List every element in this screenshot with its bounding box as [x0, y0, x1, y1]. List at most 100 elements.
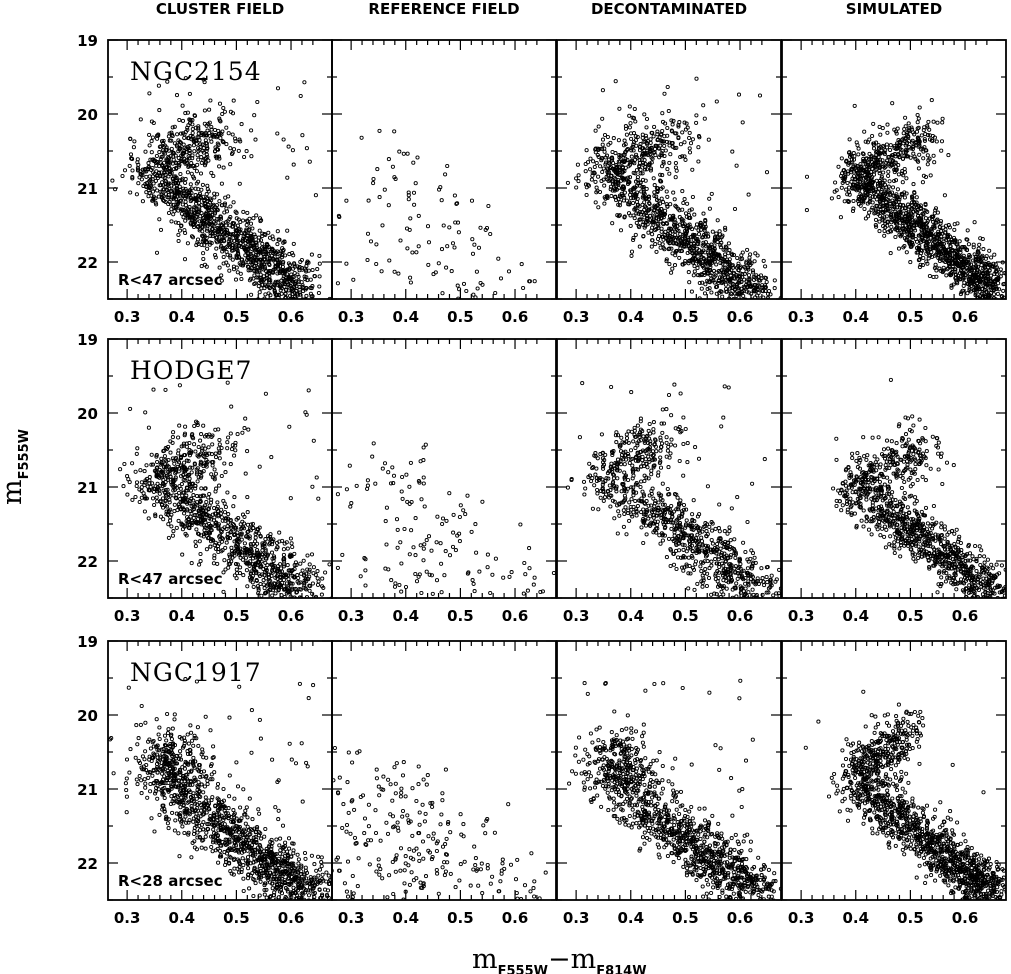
- data-point: [192, 149, 197, 154]
- data-point: [182, 145, 187, 150]
- data-point: [246, 529, 251, 534]
- data-point: [387, 258, 392, 263]
- data-point: [939, 244, 944, 249]
- data-point: [747, 258, 752, 263]
- data-point: [967, 287, 972, 293]
- data-point: [902, 195, 907, 200]
- data-point: [158, 227, 164, 232]
- data-point: [744, 261, 749, 266]
- data-point: [405, 246, 410, 251]
- data-point: [285, 563, 290, 568]
- data-point: [610, 179, 615, 184]
- data-point: [171, 202, 176, 207]
- data-point: [252, 232, 257, 237]
- data-point: [204, 141, 209, 146]
- data-point: [258, 238, 264, 243]
- data-point: [673, 253, 678, 258]
- data-point: [240, 524, 246, 529]
- data-point: [847, 137, 852, 142]
- data-point: [157, 217, 162, 222]
- data-point: [709, 271, 714, 276]
- data-point: [743, 297, 748, 299]
- data-point: [237, 137, 242, 142]
- data-point: [247, 278, 252, 283]
- data-point: [851, 151, 856, 156]
- data-point: [995, 276, 1000, 281]
- data-point: [452, 193, 457, 198]
- data-point: [298, 290, 303, 295]
- data-point: [772, 278, 777, 283]
- data-point: [741, 289, 746, 294]
- data-point: [204, 148, 209, 153]
- data-point: [627, 104, 632, 109]
- data-point: [635, 134, 640, 140]
- x-tick-label: 0.3: [788, 308, 815, 326]
- data-point: [600, 146, 605, 151]
- data-point: [585, 182, 590, 187]
- data-point: [686, 261, 691, 266]
- data-point: [196, 126, 201, 131]
- data-point: [713, 237, 718, 242]
- data-point: [167, 500, 172, 505]
- data-point: [841, 168, 846, 173]
- column-title: DECONTAMINATED: [591, 0, 747, 18]
- data-point: [660, 242, 665, 247]
- data-point: [660, 164, 665, 169]
- data-point: [688, 215, 693, 221]
- data-point: [720, 261, 725, 266]
- data-point: [144, 190, 149, 195]
- data-point: [259, 245, 265, 250]
- data-point: [642, 148, 647, 153]
- data-point: [683, 258, 688, 264]
- data-point: [893, 178, 899, 183]
- data-point: [682, 120, 687, 125]
- data-point: [576, 173, 581, 178]
- data-point: [223, 545, 228, 550]
- data-point: [880, 126, 885, 131]
- data-point: [954, 251, 960, 256]
- data-point: [992, 279, 997, 284]
- data-point: [213, 221, 218, 226]
- data-point: [966, 255, 971, 260]
- data-point: [178, 140, 184, 145]
- data-point: [304, 308, 307, 311]
- data-point: [912, 199, 917, 205]
- data-point: [210, 537, 215, 542]
- data-point: [290, 148, 295, 153]
- data-point: [904, 250, 909, 255]
- data-point: [716, 252, 721, 257]
- data-point: [176, 138, 181, 143]
- data-point: [637, 225, 642, 230]
- data-point: [306, 260, 311, 265]
- data-point: [692, 269, 697, 274]
- panel-frame: [781, 39, 1007, 300]
- data-point: [616, 202, 621, 207]
- data-point: [721, 265, 726, 270]
- data-point: [216, 514, 221, 519]
- data-point: [851, 198, 856, 204]
- data-point: [622, 138, 627, 143]
- data-point: [646, 139, 651, 144]
- data-point: [856, 170, 861, 175]
- data-point: [284, 287, 289, 292]
- data-point: [844, 159, 849, 164]
- data-point: [189, 561, 194, 566]
- data-point: [966, 257, 971, 262]
- data-point: [293, 279, 299, 284]
- data-point: [146, 164, 151, 169]
- data-point: [321, 308, 324, 311]
- data-point: [910, 146, 915, 152]
- data-point: [596, 205, 601, 210]
- data-point: [279, 291, 284, 296]
- data-point: [223, 229, 228, 234]
- data-point: [304, 264, 309, 269]
- data-point: [618, 200, 623, 205]
- data-point: [838, 215, 843, 220]
- data-point: [922, 125, 927, 130]
- data-point: [883, 164, 888, 169]
- data-point: [275, 271, 280, 276]
- data-point: [208, 98, 213, 103]
- data-point: [171, 184, 177, 189]
- data-point: [259, 593, 264, 598]
- data-point: [933, 220, 938, 225]
